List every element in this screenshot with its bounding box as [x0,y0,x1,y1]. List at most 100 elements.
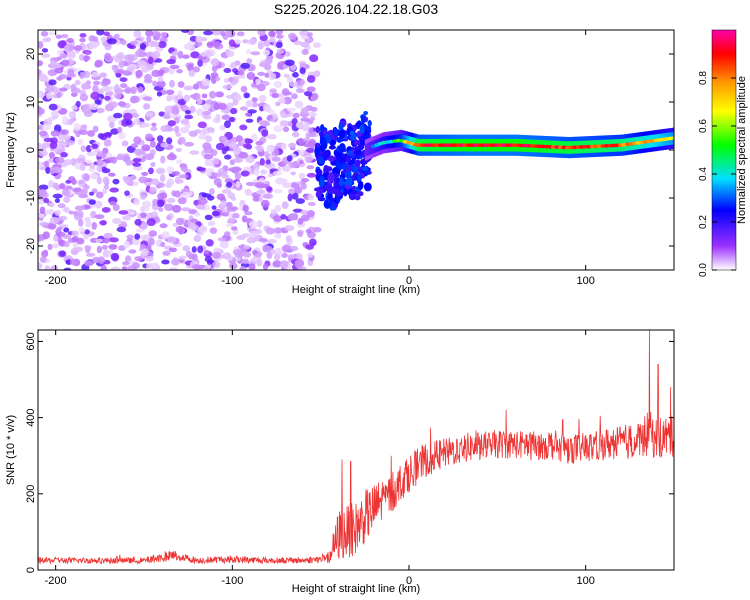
noise-cell [92,256,101,264]
noise-cell [169,79,175,88]
noise-cell [52,182,59,190]
noise-cell [233,146,242,153]
noise-cell [203,146,214,154]
noise-cell [143,103,151,110]
noise-cell [140,206,146,212]
noise-cell [72,241,79,250]
noise-cell [210,58,220,67]
signal-cell [363,182,372,192]
noise-cell [257,40,265,49]
noise-cell [178,227,184,235]
noise-cell [270,228,277,234]
noise-cell [270,209,277,215]
noise-cell [174,125,180,134]
noise-cell [60,152,68,158]
noise-cell [43,137,54,143]
noise-cell [306,210,315,218]
noise-cell [273,80,283,88]
noise-cell [220,200,227,207]
noise-cell [43,197,50,204]
noise-cell [133,136,142,145]
noise-cell [179,127,190,134]
signal-band-mid [368,142,371,155]
noise-cell [142,200,152,208]
noise-cell [95,107,105,114]
noise-cell [75,100,81,108]
noise-cell [91,71,99,78]
noise-cell [109,200,117,206]
noise-cell [79,33,87,38]
noise-cell [184,115,194,120]
noise-cell [225,181,233,188]
noise-cell [160,155,166,164]
noise-cell [123,112,133,121]
noise-cell [256,220,263,228]
noise-cell [169,64,180,70]
noise-cell [84,229,90,235]
noise-cell [166,215,172,221]
noise-cell [241,215,248,223]
noise-cell [88,191,95,196]
noise-cell [219,240,229,249]
noise-cell [252,249,258,255]
noise-cell [174,116,180,124]
noise-cell [40,250,49,258]
noise-cell [292,112,300,119]
noise-cell [253,168,260,177]
noise-cell [63,43,74,52]
noise-cell [107,38,117,45]
noise-cell [197,121,207,129]
noise-cell [281,245,291,253]
noise-cell [278,97,286,104]
noise-cell [46,92,52,100]
noise-cell [201,126,212,135]
noise-cell [208,90,217,99]
noise-cell [73,122,82,131]
noise-cell [215,91,224,98]
noise-cell [226,102,234,109]
noise-cell [171,190,177,197]
noise-cell [38,130,48,137]
noise-cell [230,61,236,68]
noise-cell [160,242,166,248]
noise-cell [181,207,191,212]
noise-cell [92,80,101,86]
noise-cell [306,86,316,93]
noise-cell [48,79,57,86]
noise-cell [174,176,182,185]
noise-cell [211,65,218,72]
noise-cell [141,144,151,152]
noise-cell [166,58,176,65]
signal-cell [316,169,323,176]
noise-cell [63,206,70,214]
noise-cell [221,136,228,142]
noise-cell [54,67,64,74]
noise-cell [194,129,202,134]
noise-cell [54,156,65,164]
noise-cell [146,34,152,43]
noise-cell [102,237,111,244]
noise-cell [46,85,56,90]
noise-cell [201,193,212,198]
noise-cell [248,263,256,270]
noise-cell [300,209,308,215]
noise-cell [156,135,164,143]
noise-cell [268,30,276,37]
noise-cell [225,50,235,58]
noise-cell [55,34,62,39]
noise-cell [239,124,248,131]
noise-cell [203,249,210,255]
noise-cell [234,60,241,66]
noise-cell [235,135,243,143]
noise-cell [179,174,189,179]
noise-cell [211,210,221,217]
noise-cell [57,203,66,209]
noise-cell [256,145,264,153]
noise-cell [300,107,309,115]
noise-cell [46,116,56,122]
noise-cell [38,200,45,205]
colorbar-tick-label: 0.8 [698,71,709,85]
noise-cell [212,261,221,269]
noise-cell [268,37,277,43]
noise-cell [197,245,204,254]
